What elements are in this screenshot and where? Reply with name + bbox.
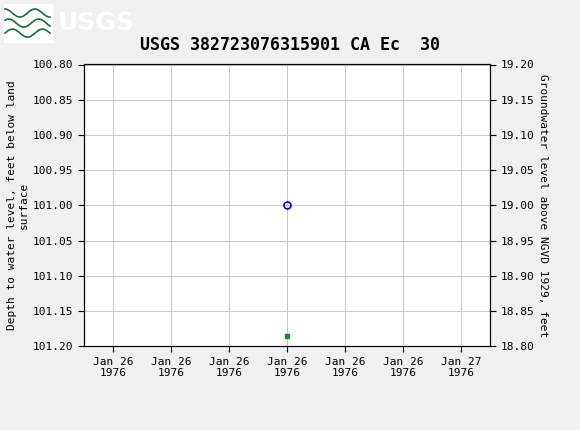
Y-axis label: Depth to water level, feet below land
surface: Depth to water level, feet below land su… xyxy=(8,80,29,330)
Bar xyxy=(4,4,52,42)
Text: USGS: USGS xyxy=(58,11,135,35)
Text: USGS 382723076315901 CA Ec  30: USGS 382723076315901 CA Ec 30 xyxy=(140,36,440,54)
Y-axis label: Groundwater level above NGVD 1929, feet: Groundwater level above NGVD 1929, feet xyxy=(538,74,549,337)
